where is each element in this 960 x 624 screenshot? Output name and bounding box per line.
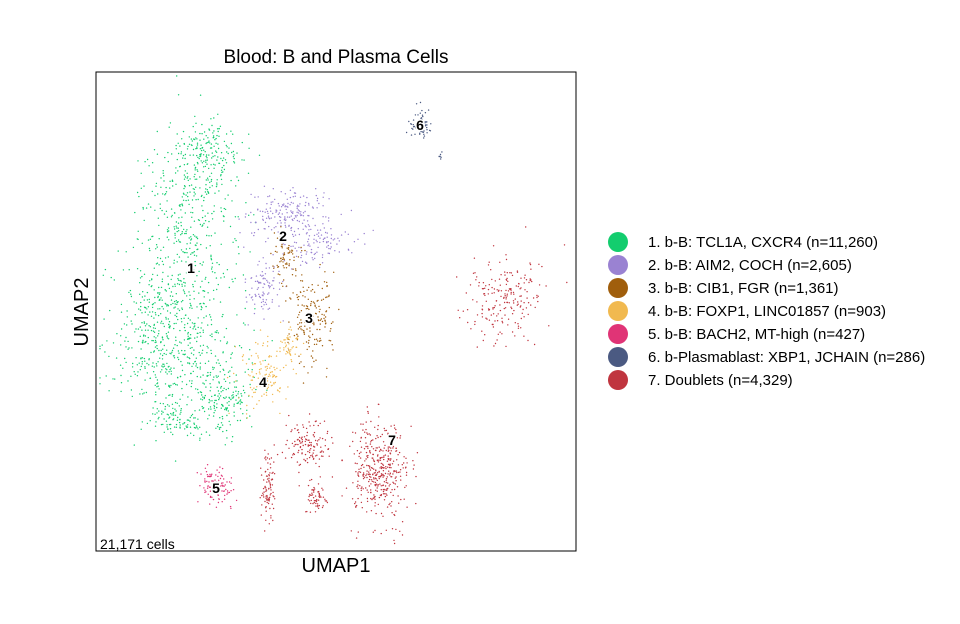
cluster-2-points (238, 185, 374, 326)
legend-marker-4 (608, 301, 628, 321)
cluster-label-3: 3 (305, 310, 313, 326)
y-axis-label: UMAP2 (71, 278, 93, 347)
cluster-label-1: 1 (187, 260, 195, 276)
legend-label-7: 7. Doublets (n=4,329) (648, 372, 793, 389)
legend-label-1: 1. b-B: TCL1A, CXCR4 (n=11,260) (648, 234, 878, 251)
x-axis-label: UMAP1 (302, 555, 371, 577)
cluster-4-points (226, 321, 305, 419)
cell-count-label: 21,171 cells (100, 536, 175, 552)
legend-marker-6 (608, 347, 628, 367)
legend-label-3: 3. b-B: CIB1, FGR (n=1,361) (648, 280, 839, 297)
cluster-labels: 1 2 3 4 5 6 7 (186, 116, 426, 498)
legend-marker-7 (608, 370, 628, 390)
scatter-points (99, 75, 568, 545)
cluster-label-5: 5 (212, 480, 220, 496)
cluster-3-points (270, 226, 340, 384)
cluster-label-6: 6 (416, 117, 424, 133)
legend-label-6: 6. b-Plasmablast: XBP1, JCHAIN (n=286) (648, 349, 925, 366)
legend: 1. b-B: TCL1A, CXCR4 (n=11,260) 2. b-B: A… (608, 232, 925, 390)
legend-label-4: 4. b-B: FOXP1, LINC01857 (n=903) (648, 303, 886, 320)
chart-title: Blood: B and Plasma Cells (224, 47, 449, 68)
legend-marker-1 (608, 232, 628, 252)
legend-marker-2 (608, 255, 628, 275)
cluster-7-points (259, 226, 568, 545)
legend-label-2: 2. b-B: AIM2, COCH (n=2,605) (648, 257, 852, 274)
legend-marker-5 (608, 324, 628, 344)
legend-label-5: 5. b-B: BACH2, MT-high (n=427) (648, 326, 865, 343)
legend-marker-3 (608, 278, 628, 298)
cluster-1-points (99, 75, 273, 462)
cluster-label-7: 7 (388, 432, 396, 448)
cluster-5-points (196, 464, 238, 510)
cluster-6-points (405, 101, 443, 160)
cluster-label-2: 2 (279, 228, 287, 244)
plot-frame (95, 71, 577, 552)
cluster-label-4: 4 (259, 374, 267, 390)
